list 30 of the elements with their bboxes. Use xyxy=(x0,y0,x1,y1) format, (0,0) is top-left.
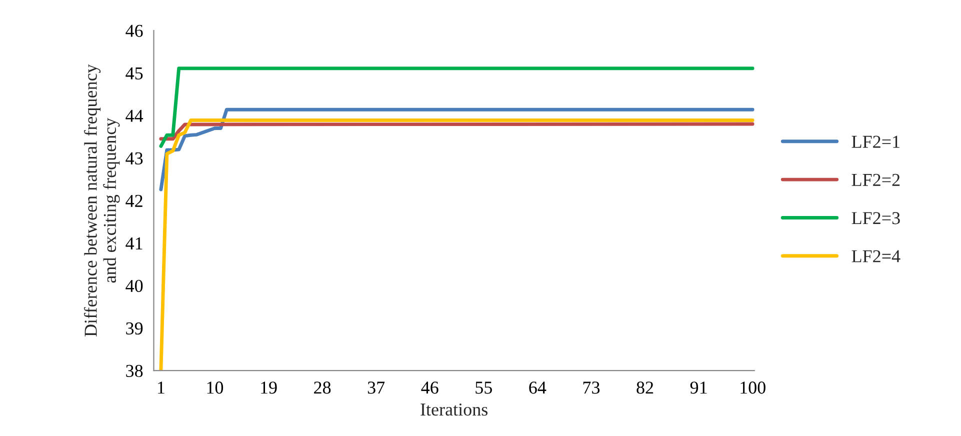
y-tick-label: 38 xyxy=(126,364,143,378)
y-tick-label: 39 xyxy=(126,322,143,335)
x-tick-label: 10 xyxy=(207,382,224,394)
x-tick-label: 91 xyxy=(690,382,707,394)
x-tick-label: 73 xyxy=(583,382,600,394)
x-tick-label: 19 xyxy=(261,382,277,394)
x-tick-label: 28 xyxy=(314,382,331,394)
line-series xyxy=(159,122,754,141)
y-tick-label: 44 xyxy=(126,110,144,122)
y-tick-label: 45 xyxy=(126,67,143,80)
legend-label: LF2=1 xyxy=(852,136,900,148)
x-tick-label: 37 xyxy=(368,382,385,394)
x-tick-label: 82 xyxy=(636,382,654,394)
y-tick-label: 40 xyxy=(126,280,143,292)
legend-label: LF2=2 xyxy=(852,174,900,186)
x-axis-title: Iterations xyxy=(420,404,488,416)
y-axis-title: Difference between natural frequency and exciting frequency xyxy=(84,64,120,336)
legend-label: LF2=4 xyxy=(852,250,900,262)
x-tick-label: 100 xyxy=(740,382,766,394)
y-tick-label: 41 xyxy=(126,237,142,250)
legend-label: LF2=3 xyxy=(852,212,900,224)
y-tick-label: 43 xyxy=(126,152,143,164)
y-tick-label: 46 xyxy=(126,24,143,37)
x-tick-label: 46 xyxy=(421,382,438,394)
y-tick-label: 42 xyxy=(126,194,142,207)
line-series xyxy=(159,108,754,192)
x-tick-label: 55 xyxy=(476,382,492,394)
x-tick-label: 64 xyxy=(529,382,546,394)
x-tick-label: 1 xyxy=(158,382,164,394)
line-series xyxy=(159,118,754,371)
